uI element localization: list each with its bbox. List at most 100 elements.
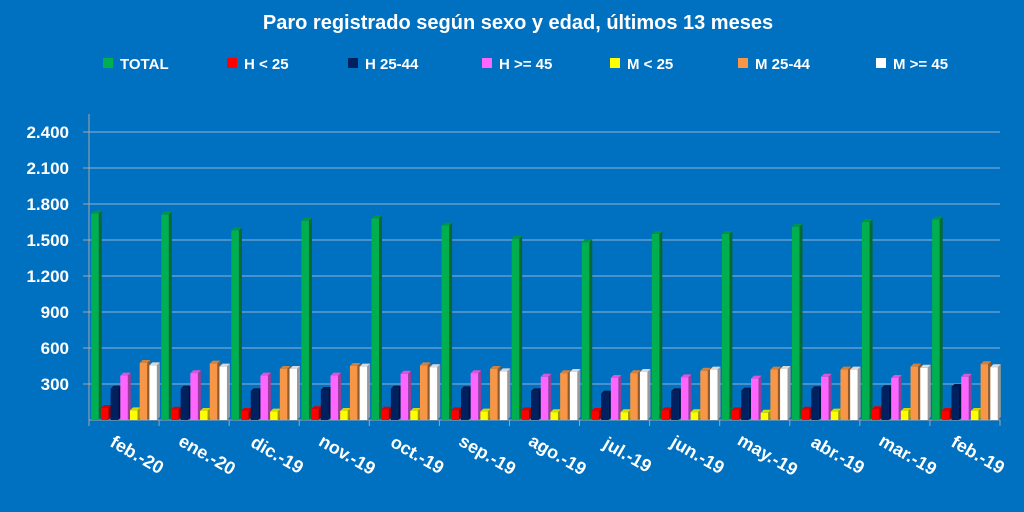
bar-top-6-11 xyxy=(920,364,931,368)
bar-top-4-11 xyxy=(900,408,912,411)
y-tick-label-7: 300 xyxy=(41,375,69,394)
legend-swatch-3 xyxy=(482,58,492,68)
bar-side-6-7 xyxy=(647,369,651,420)
x-tick-label-11: mar.-19 xyxy=(876,430,941,479)
bar-5-10 xyxy=(840,369,848,420)
bar-1-11 xyxy=(871,409,880,420)
bar-2-1 xyxy=(180,388,189,420)
bar-6-3 xyxy=(359,366,368,420)
x-tick-label-10: abr.-19 xyxy=(808,432,868,478)
bar-top-5-1 xyxy=(209,360,221,364)
bar-top-4-10 xyxy=(830,408,842,412)
bar-2-5 xyxy=(460,389,469,420)
legend-swatch-6 xyxy=(876,58,886,68)
bar-top-0-11 xyxy=(862,219,873,222)
bar-top-4-2 xyxy=(270,408,281,412)
bar-side-6-0 xyxy=(156,362,160,420)
bar-4-9 xyxy=(760,412,769,420)
bar-0-2 xyxy=(231,230,239,420)
bar-top-3-6 xyxy=(540,373,552,377)
bar-side-0-7 xyxy=(589,239,593,420)
bar-top-3-2 xyxy=(260,372,271,376)
bar-side-3-11 xyxy=(898,375,902,420)
bar-side-3-1 xyxy=(197,370,201,420)
bar-top-3-11 xyxy=(891,375,902,378)
bar-side-0-3 xyxy=(308,217,312,420)
bar-top-2-11 xyxy=(881,385,892,389)
bar-1-2 xyxy=(241,411,249,420)
bar-side-3-4 xyxy=(408,370,412,420)
legend-label-1: H < 25 xyxy=(244,56,289,73)
bar-side-6-12 xyxy=(997,364,1001,420)
bar-5-8 xyxy=(700,370,708,420)
bar-top-2-7 xyxy=(601,390,612,394)
bar-top-4-5 xyxy=(480,408,491,412)
x-tick-label-6: ago.-19 xyxy=(525,430,590,479)
bar-3-7 xyxy=(610,378,619,420)
bar-0-9 xyxy=(721,234,730,420)
bar-1-9 xyxy=(731,410,740,420)
bar-top-5-11 xyxy=(910,363,922,367)
bar-4-4 xyxy=(410,411,418,420)
bar-3-6 xyxy=(540,376,549,420)
bar-3-10 xyxy=(821,376,829,420)
bar-top-2-3 xyxy=(320,387,332,390)
bar-top-3-10 xyxy=(821,373,832,377)
bar-4-12 xyxy=(970,411,979,420)
bar-5-6 xyxy=(560,373,568,420)
x-tick-label-0: feb.-20 xyxy=(107,432,167,478)
bar-6-8 xyxy=(710,369,718,420)
x-tick-label-1: ene.-20 xyxy=(175,431,239,479)
bar-2-11 xyxy=(881,388,889,420)
bar-side-0-8 xyxy=(659,231,663,420)
bar-top-1-11 xyxy=(871,406,883,410)
bar-0-12 xyxy=(932,219,940,420)
bar-2-9 xyxy=(741,390,749,420)
legend-label-0: TOTAL xyxy=(120,56,169,73)
bar-4-11 xyxy=(900,411,909,420)
bar-top-4-1 xyxy=(200,408,211,411)
bar-4-6 xyxy=(550,412,558,420)
bar-top-1-7 xyxy=(591,408,602,411)
bar-top-0-5 xyxy=(441,222,453,226)
legend-label-2: H 25-44 xyxy=(365,56,419,73)
bar-5-5 xyxy=(490,369,498,420)
bar-side-3-0 xyxy=(127,372,131,420)
bar-1-1 xyxy=(170,409,179,420)
bar-side-0-6 xyxy=(519,235,523,420)
bar-side-0-5 xyxy=(449,222,453,420)
bar-5-12 xyxy=(980,364,989,420)
bar-2-7 xyxy=(601,393,609,420)
bar-top-3-12 xyxy=(961,373,972,377)
x-tick-label-9: may.-19 xyxy=(734,430,801,480)
bar-top-5-12 xyxy=(980,361,992,365)
bar-side-0-11 xyxy=(869,219,873,420)
bar-top-5-9 xyxy=(770,366,781,370)
bar-side-6-8 xyxy=(717,366,721,420)
bar-1-10 xyxy=(801,409,810,420)
bar-top-2-12 xyxy=(951,384,963,387)
bar-side-0-0 xyxy=(98,210,102,420)
x-tick-label-4: oct.-19 xyxy=(387,432,447,478)
bar-side-3-12 xyxy=(968,373,972,420)
x-tick-label-7: jul.-19 xyxy=(599,433,655,477)
legend-label-4: M < 25 xyxy=(627,56,673,73)
bar-top-4-9 xyxy=(760,409,772,413)
bar-top-5-10 xyxy=(840,366,851,370)
bar-side-6-3 xyxy=(367,363,371,420)
bar-side-6-6 xyxy=(577,369,581,420)
bar-top-3-9 xyxy=(750,375,762,379)
bar-top-5-3 xyxy=(349,363,361,366)
bar-side-3-8 xyxy=(688,374,692,420)
bar-top-2-8 xyxy=(671,388,682,392)
bar-top-5-7 xyxy=(630,370,641,374)
y-tick-label-0: 2.400 xyxy=(26,123,69,142)
y-tick-labels: 2.400 2.100 1.800 1.500 1.200 900 600 300 xyxy=(26,123,69,394)
bar-top-0-2 xyxy=(231,227,242,231)
bar-side-3-7 xyxy=(618,375,622,420)
bar-6-11 xyxy=(920,367,928,420)
bar-side-6-11 xyxy=(927,364,931,420)
x-tick-labels: feb.-20 ene.-20 dic.-19 nov.-19 oct.-19 sep.-… xyxy=(107,430,1008,480)
bar-side-3-5 xyxy=(478,370,482,420)
bar-2-6 xyxy=(531,391,539,420)
